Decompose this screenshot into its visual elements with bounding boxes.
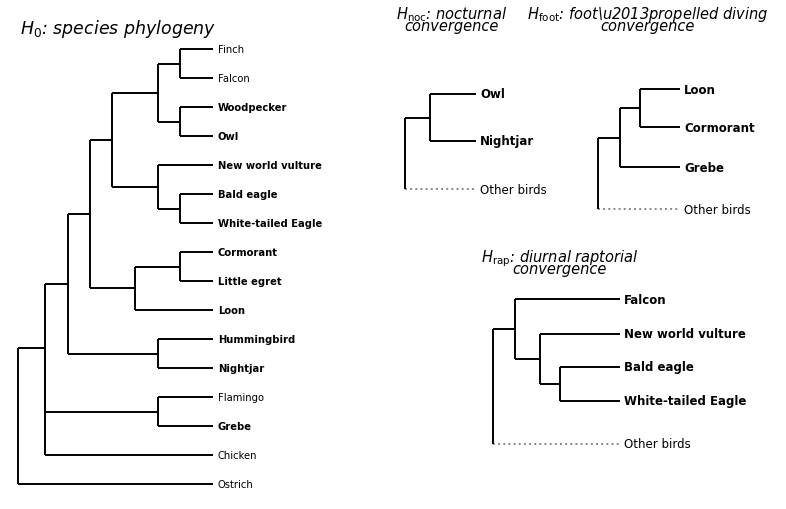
Text: Hummingbird: Hummingbird <box>218 334 296 344</box>
Text: Other birds: Other birds <box>684 203 751 216</box>
Text: Other birds: Other birds <box>480 183 547 196</box>
Text: H$_{\rm rap}$: diurnal raptorial: H$_{\rm rap}$: diurnal raptorial <box>481 247 639 268</box>
Text: H$_{\rm noc}$: nocturnal: H$_{\rm noc}$: nocturnal <box>396 5 508 23</box>
Text: Woodpecker: Woodpecker <box>218 103 288 113</box>
Text: Falcon: Falcon <box>218 74 250 84</box>
Text: Chicken: Chicken <box>218 450 258 460</box>
Text: New world vulture: New world vulture <box>218 161 322 171</box>
Text: Ostrich: Ostrich <box>218 479 254 489</box>
Text: H$_{\rm foot}$: foot\u2013propelled diving: H$_{\rm foot}$: foot\u2013propelled divi… <box>527 5 769 24</box>
Text: New world vulture: New world vulture <box>624 328 746 341</box>
Text: Finch: Finch <box>218 45 244 55</box>
Text: convergence: convergence <box>405 19 499 34</box>
Text: Loon: Loon <box>218 305 245 316</box>
Text: White-tailed Eagle: White-tailed Eagle <box>624 394 747 408</box>
Text: Little egret: Little egret <box>218 276 281 287</box>
Text: Nightjar: Nightjar <box>218 363 264 373</box>
Text: Falcon: Falcon <box>624 293 667 306</box>
Text: convergence: convergence <box>512 262 608 276</box>
Text: Grebe: Grebe <box>684 161 724 174</box>
Text: Other birds: Other birds <box>624 438 691 450</box>
Text: H$_0$: species phylogeny: H$_0$: species phylogeny <box>20 18 216 40</box>
Text: Cormorant: Cormorant <box>684 121 755 134</box>
Text: Bald eagle: Bald eagle <box>624 361 694 374</box>
Text: Flamingo: Flamingo <box>218 392 264 402</box>
Text: Loon: Loon <box>684 83 716 96</box>
Text: Owl: Owl <box>480 89 505 101</box>
Text: Owl: Owl <box>218 132 239 142</box>
Text: White-tailed Eagle: White-tailed Eagle <box>218 218 322 229</box>
Text: Bald eagle: Bald eagle <box>218 190 277 200</box>
Text: Grebe: Grebe <box>218 421 252 431</box>
Text: Cormorant: Cormorant <box>218 247 278 258</box>
Text: convergence: convergence <box>601 19 695 34</box>
Text: Nightjar: Nightjar <box>480 135 534 148</box>
